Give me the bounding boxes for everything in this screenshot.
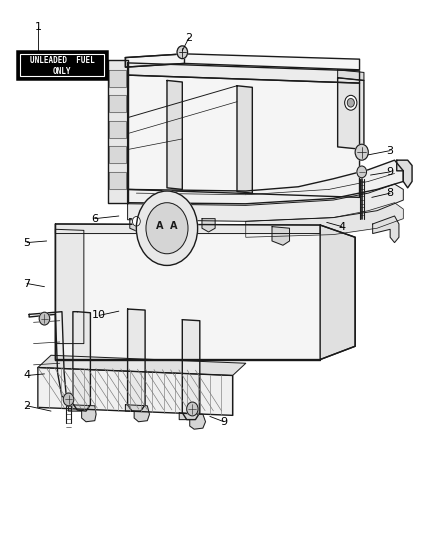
Circle shape — [177, 46, 187, 59]
Polygon shape — [237, 86, 252, 193]
Polygon shape — [127, 184, 403, 221]
Circle shape — [39, 312, 49, 325]
FancyBboxPatch shape — [17, 51, 107, 79]
Polygon shape — [201, 219, 215, 232]
Polygon shape — [127, 160, 403, 204]
Polygon shape — [166, 80, 182, 189]
Polygon shape — [55, 224, 354, 360]
Polygon shape — [125, 405, 149, 422]
Polygon shape — [130, 219, 145, 232]
Polygon shape — [182, 320, 199, 419]
Polygon shape — [29, 312, 66, 397]
Text: 9: 9 — [220, 417, 227, 427]
Circle shape — [346, 99, 353, 107]
Polygon shape — [127, 309, 145, 411]
Text: 7: 7 — [23, 279, 31, 288]
Circle shape — [63, 393, 74, 406]
Text: 5: 5 — [23, 238, 30, 247]
Polygon shape — [38, 368, 232, 415]
Circle shape — [356, 166, 366, 177]
Polygon shape — [38, 356, 245, 375]
Text: UNLEADED  FUEL: UNLEADED FUEL — [29, 56, 94, 65]
Polygon shape — [109, 70, 126, 87]
Text: ONLY: ONLY — [53, 67, 71, 76]
Text: 10: 10 — [92, 310, 106, 320]
Polygon shape — [337, 78, 363, 150]
Polygon shape — [109, 121, 126, 138]
Circle shape — [136, 191, 197, 265]
Text: 6: 6 — [91, 214, 98, 224]
Polygon shape — [108, 60, 127, 203]
Text: 1: 1 — [34, 22, 41, 33]
Polygon shape — [125, 54, 184, 67]
Circle shape — [146, 203, 187, 254]
Text: 9: 9 — [386, 167, 393, 177]
Polygon shape — [245, 203, 403, 237]
Polygon shape — [127, 63, 359, 83]
Text: 3: 3 — [386, 146, 393, 156]
Text: 2: 2 — [23, 401, 31, 411]
Polygon shape — [372, 216, 398, 243]
Text: A: A — [156, 221, 163, 231]
Polygon shape — [272, 227, 289, 245]
Circle shape — [132, 216, 140, 226]
Polygon shape — [109, 172, 126, 189]
Text: 4: 4 — [338, 222, 345, 232]
Polygon shape — [55, 229, 84, 344]
Text: 8: 8 — [386, 188, 393, 198]
Text: 4: 4 — [23, 370, 31, 381]
Polygon shape — [73, 312, 90, 411]
Circle shape — [186, 402, 198, 416]
Text: 2: 2 — [185, 33, 192, 43]
Polygon shape — [109, 147, 126, 164]
Polygon shape — [179, 413, 205, 429]
Polygon shape — [55, 224, 319, 233]
Polygon shape — [109, 95, 126, 112]
Polygon shape — [68, 405, 96, 422]
Polygon shape — [396, 160, 411, 188]
Polygon shape — [125, 54, 359, 70]
Polygon shape — [337, 70, 363, 80]
Polygon shape — [127, 75, 359, 197]
Circle shape — [354, 144, 367, 160]
Circle shape — [344, 95, 356, 110]
FancyBboxPatch shape — [20, 54, 104, 76]
Polygon shape — [319, 225, 354, 360]
Text: A: A — [170, 221, 177, 231]
